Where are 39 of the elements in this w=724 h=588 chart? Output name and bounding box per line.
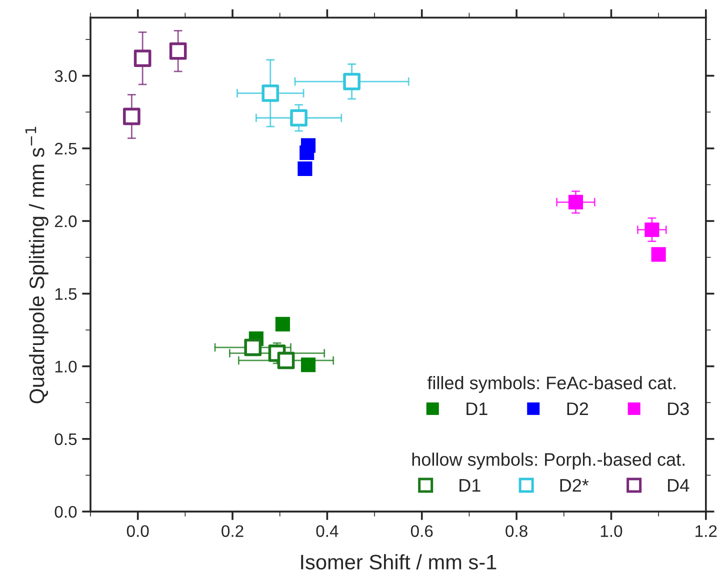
point [275,316,290,332]
x-tick-label: 0.0 [126,525,149,537]
x-tick-label: 0.8 [506,525,528,537]
point [644,222,660,238]
point [343,72,360,90]
x-tick-label: 1.2 [696,525,717,537]
legend-label: D4 [668,479,690,492]
y-tick-label: 3.0 [54,70,77,82]
y-axis-title: Quadrupole Splitting / mm s$^{−1}$ [25,126,48,404]
y-tick-label: 2.0 [54,215,77,228]
legend-label: D3 [668,402,689,416]
legend-label: D2 [567,402,588,416]
legend-label: D1 [460,479,480,492]
point [568,194,584,210]
x-tick-label: 1.0 [600,525,622,537]
point [123,108,140,126]
point [244,338,262,356]
y-tick-label: 0.0 [54,506,77,518]
y-tick-label: 0.5 [54,433,77,446]
y-tick-label: 1.0 [55,360,77,372]
y-tick-label: 2.5 [54,142,77,155]
point [290,109,308,127]
annotation: hollow symbols: Porph.-based cat. [412,452,684,470]
legend-label: D1 [466,402,488,416]
x-tick-label: 0.2 [222,525,244,537]
point [169,42,187,60]
x-tick-label: 0.4 [316,525,338,537]
annotation: filled symbols: FeAc-based cat. [427,376,676,393]
point [298,161,312,176]
point [277,352,295,370]
x-tick-label: 0.6 [410,525,433,537]
point [300,358,316,372]
x-axis-title: Isomer Shift / mm s-1 [301,554,496,570]
point [300,145,314,160]
y-tick-label: 1.5 [55,288,77,300]
point [262,84,280,102]
point [134,50,152,67]
legend-label: D2* [560,478,589,492]
point [651,247,666,262]
